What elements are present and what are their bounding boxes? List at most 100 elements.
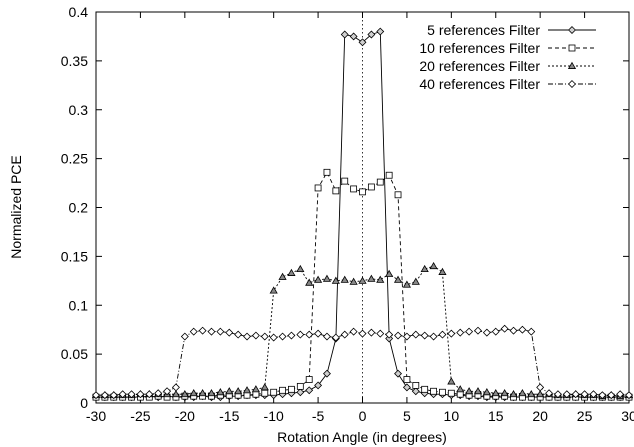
data-point bbox=[243, 332, 251, 341]
data-point bbox=[189, 389, 198, 397]
data-point bbox=[305, 386, 314, 395]
data-point bbox=[314, 184, 322, 192]
data-point bbox=[367, 328, 376, 337]
data-point bbox=[278, 272, 287, 280]
x-tick-label: 5 bbox=[403, 408, 411, 424]
x-tick-label: -20 bbox=[175, 408, 195, 424]
data-point bbox=[439, 388, 446, 396]
data-point bbox=[340, 275, 349, 283]
x-tick-label: 25 bbox=[577, 408, 593, 424]
y-tick-label: 0.25 bbox=[61, 151, 88, 167]
data-point bbox=[376, 178, 384, 186]
data-point bbox=[189, 327, 198, 336]
legend-marker bbox=[568, 44, 576, 52]
data-point bbox=[359, 188, 366, 196]
legend-label: 20 references Filter bbox=[419, 58, 540, 74]
data-point bbox=[403, 376, 411, 383]
data-point bbox=[288, 385, 295, 393]
data-point bbox=[234, 387, 243, 395]
data-point bbox=[198, 389, 207, 397]
data-point bbox=[625, 391, 633, 400]
data-point bbox=[305, 330, 314, 339]
data-point bbox=[340, 30, 349, 39]
data-point bbox=[109, 391, 118, 400]
data-point bbox=[500, 389, 509, 397]
series-line bbox=[96, 30, 629, 398]
x-axis-title: Rotation Angle (in degrees) bbox=[277, 429, 447, 445]
x-tick-label: -15 bbox=[219, 408, 239, 424]
data-point bbox=[465, 387, 474, 395]
data-point bbox=[349, 32, 358, 41]
data-point bbox=[349, 277, 358, 285]
data-point bbox=[430, 387, 437, 395]
x-tick-label: -25 bbox=[130, 408, 150, 424]
data-point bbox=[260, 383, 269, 391]
data-point bbox=[491, 327, 500, 336]
data-point bbox=[376, 27, 385, 36]
data-point bbox=[358, 38, 367, 47]
data-point bbox=[394, 331, 402, 340]
data-point bbox=[332, 187, 340, 195]
y-tick-label: 0.15 bbox=[61, 248, 88, 264]
data-point bbox=[536, 383, 545, 392]
data-point bbox=[411, 277, 420, 285]
data-point bbox=[447, 329, 456, 338]
legend-label: 10 references Filter bbox=[419, 40, 540, 56]
data-point bbox=[198, 326, 207, 335]
data-point bbox=[429, 332, 438, 341]
data-point bbox=[269, 286, 278, 294]
data-point bbox=[536, 389, 545, 398]
data-point bbox=[527, 327, 536, 336]
data-point bbox=[322, 274, 332, 282]
data-point bbox=[571, 390, 580, 399]
x-tick-label: 30 bbox=[621, 408, 634, 424]
x-tick-label: 20 bbox=[532, 408, 548, 424]
data-point bbox=[331, 333, 340, 342]
data-point bbox=[473, 387, 483, 395]
y-tick-label: 0 bbox=[80, 395, 88, 411]
data-point bbox=[509, 326, 518, 335]
data-point bbox=[305, 376, 313, 383]
data-point bbox=[261, 389, 269, 397]
data-point bbox=[358, 276, 367, 284]
data-point bbox=[394, 191, 402, 199]
x-axis: -30 -25 -20 -15 -10 -5 0 5 10 15 20 25 30 bbox=[86, 12, 634, 424]
data-point bbox=[385, 330, 394, 339]
data-point bbox=[349, 327, 358, 336]
data-point bbox=[456, 328, 465, 337]
data-point bbox=[482, 328, 491, 337]
y-tick-label: 0.1 bbox=[69, 297, 89, 313]
data-point bbox=[580, 390, 589, 399]
data-point bbox=[607, 391, 616, 400]
data-point bbox=[411, 387, 420, 396]
y-tick-label: 0.3 bbox=[69, 102, 89, 118]
series-group bbox=[91, 27, 634, 402]
data-point bbox=[367, 183, 375, 191]
data-point bbox=[341, 177, 349, 185]
data-point bbox=[234, 330, 243, 339]
data-point bbox=[323, 168, 331, 176]
data-point bbox=[545, 389, 554, 398]
data-point bbox=[171, 389, 181, 398]
data-point bbox=[100, 391, 109, 400]
x-tick-label: -5 bbox=[312, 408, 325, 424]
data-point bbox=[287, 268, 296, 276]
data-point bbox=[385, 171, 393, 179]
data-point bbox=[350, 185, 358, 193]
data-point bbox=[367, 274, 376, 282]
data-point bbox=[251, 385, 260, 393]
legend-label: 40 references Filter bbox=[419, 76, 540, 92]
legend-marker bbox=[567, 61, 577, 69]
data-point bbox=[509, 389, 518, 398]
data-point bbox=[482, 388, 491, 396]
x-tick-label: 0 bbox=[359, 408, 367, 424]
data-point bbox=[323, 332, 331, 341]
data-point bbox=[340, 330, 349, 339]
series-4 bbox=[92, 324, 633, 400]
data-point bbox=[518, 325, 527, 334]
data-point bbox=[385, 269, 394, 277]
data-point bbox=[465, 327, 474, 336]
y-tick-label: 0.05 bbox=[61, 346, 88, 362]
data-point bbox=[429, 261, 438, 270]
